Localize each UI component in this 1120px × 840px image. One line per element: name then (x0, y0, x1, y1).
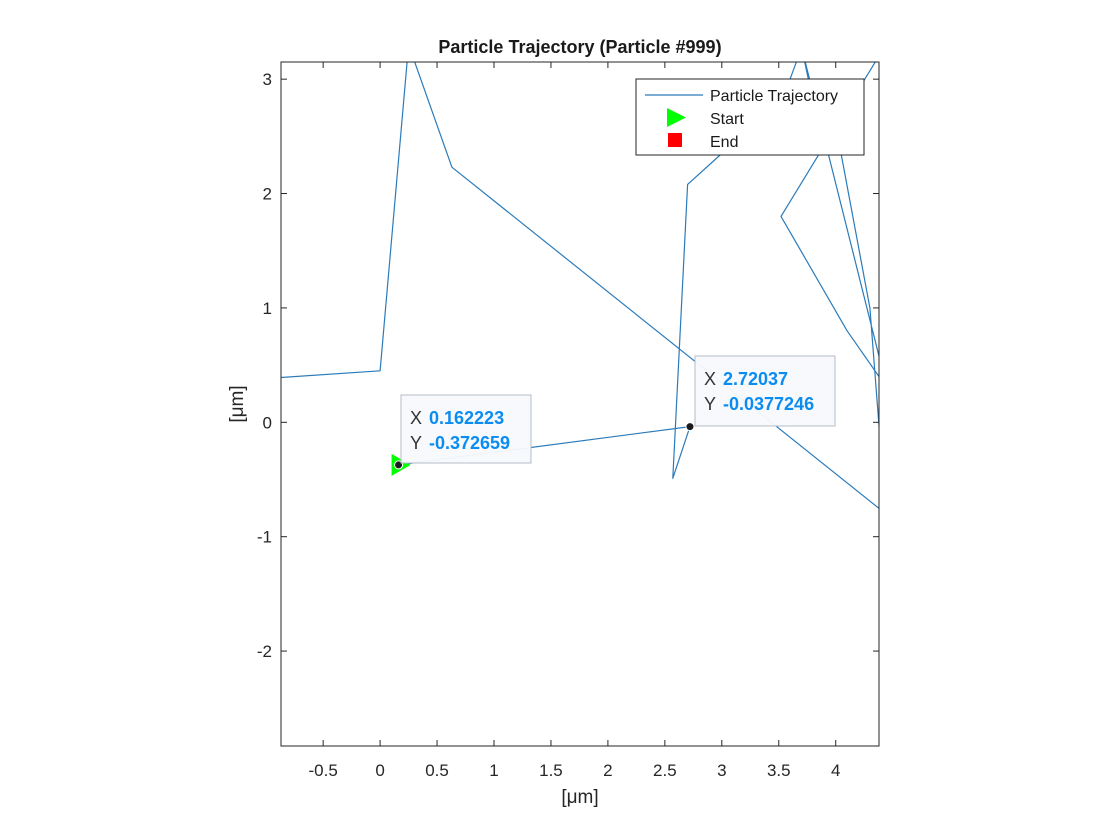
y-tick-label: 0 (263, 413, 272, 432)
axes-box (280, 61, 880, 747)
datatip-point-y-value: -0.0377246 (723, 394, 814, 414)
y-axis-ticks: -2 -1 0 1 2 3 (257, 70, 879, 661)
y-tick-label: -2 (257, 642, 272, 661)
x-tick-label: 2.5 (653, 761, 677, 780)
datatip-point-x-key: X (704, 369, 716, 389)
datatip-start-y-key: Y (410, 433, 422, 453)
datatip-start-x-value: 0.162223 (429, 408, 504, 428)
x-tick-label: 4 (831, 761, 840, 780)
datatip-point-box (694, 355, 836, 427)
x-axis-ticks: -0.5 0 0.5 1 1.5 2 2.5 3 3.5 4 (308, 62, 840, 780)
x-tick-label: 3 (717, 761, 726, 780)
datatip-point-dot[interactable] (685, 422, 695, 432)
x-tick-label: -0.5 (308, 761, 337, 780)
datatip-start-box (400, 394, 532, 464)
x-tick-label: 2 (603, 761, 612, 780)
x-tick-label: 1 (489, 761, 498, 780)
legend[interactable]: Particle Trajectory Start End (635, 78, 865, 156)
datatip-point[interactable]: X 2.72037 Y -0.0377246 (685, 355, 836, 432)
x-tick-label: 0.5 (425, 761, 449, 780)
legend-item-end: End (710, 134, 738, 151)
legend-item-trajectory: Particle Trajectory (710, 88, 838, 105)
datatip-start-y-value: -0.372659 (429, 433, 510, 453)
x-axis-label: [μm] (561, 787, 598, 808)
datatip-point-x-value: 2.72037 (723, 369, 788, 389)
y-tick-label: 2 (263, 185, 272, 204)
y-axis-label: [μm] (227, 385, 248, 422)
datatip-start[interactable]: X 0.162223 Y -0.372659 (394, 394, 532, 470)
legend-end-marker (668, 133, 682, 147)
y-tick-label: 3 (263, 70, 272, 89)
datatip-start-x-key: X (410, 408, 422, 428)
legend-start-marker (667, 108, 686, 127)
x-tick-label: 1.5 (539, 761, 563, 780)
y-tick-label: -1 (257, 528, 272, 547)
trajectory-line[interactable] (278, 45, 887, 514)
x-tick-label: 0 (375, 761, 384, 780)
y-tick-label: 1 (263, 299, 272, 318)
legend-item-start: Start (710, 111, 744, 128)
datatip-point-y-key: Y (704, 394, 716, 414)
x-tick-label: 3.5 (767, 761, 791, 780)
chart-title: Particle Trajectory (Particle #999) (438, 37, 721, 57)
